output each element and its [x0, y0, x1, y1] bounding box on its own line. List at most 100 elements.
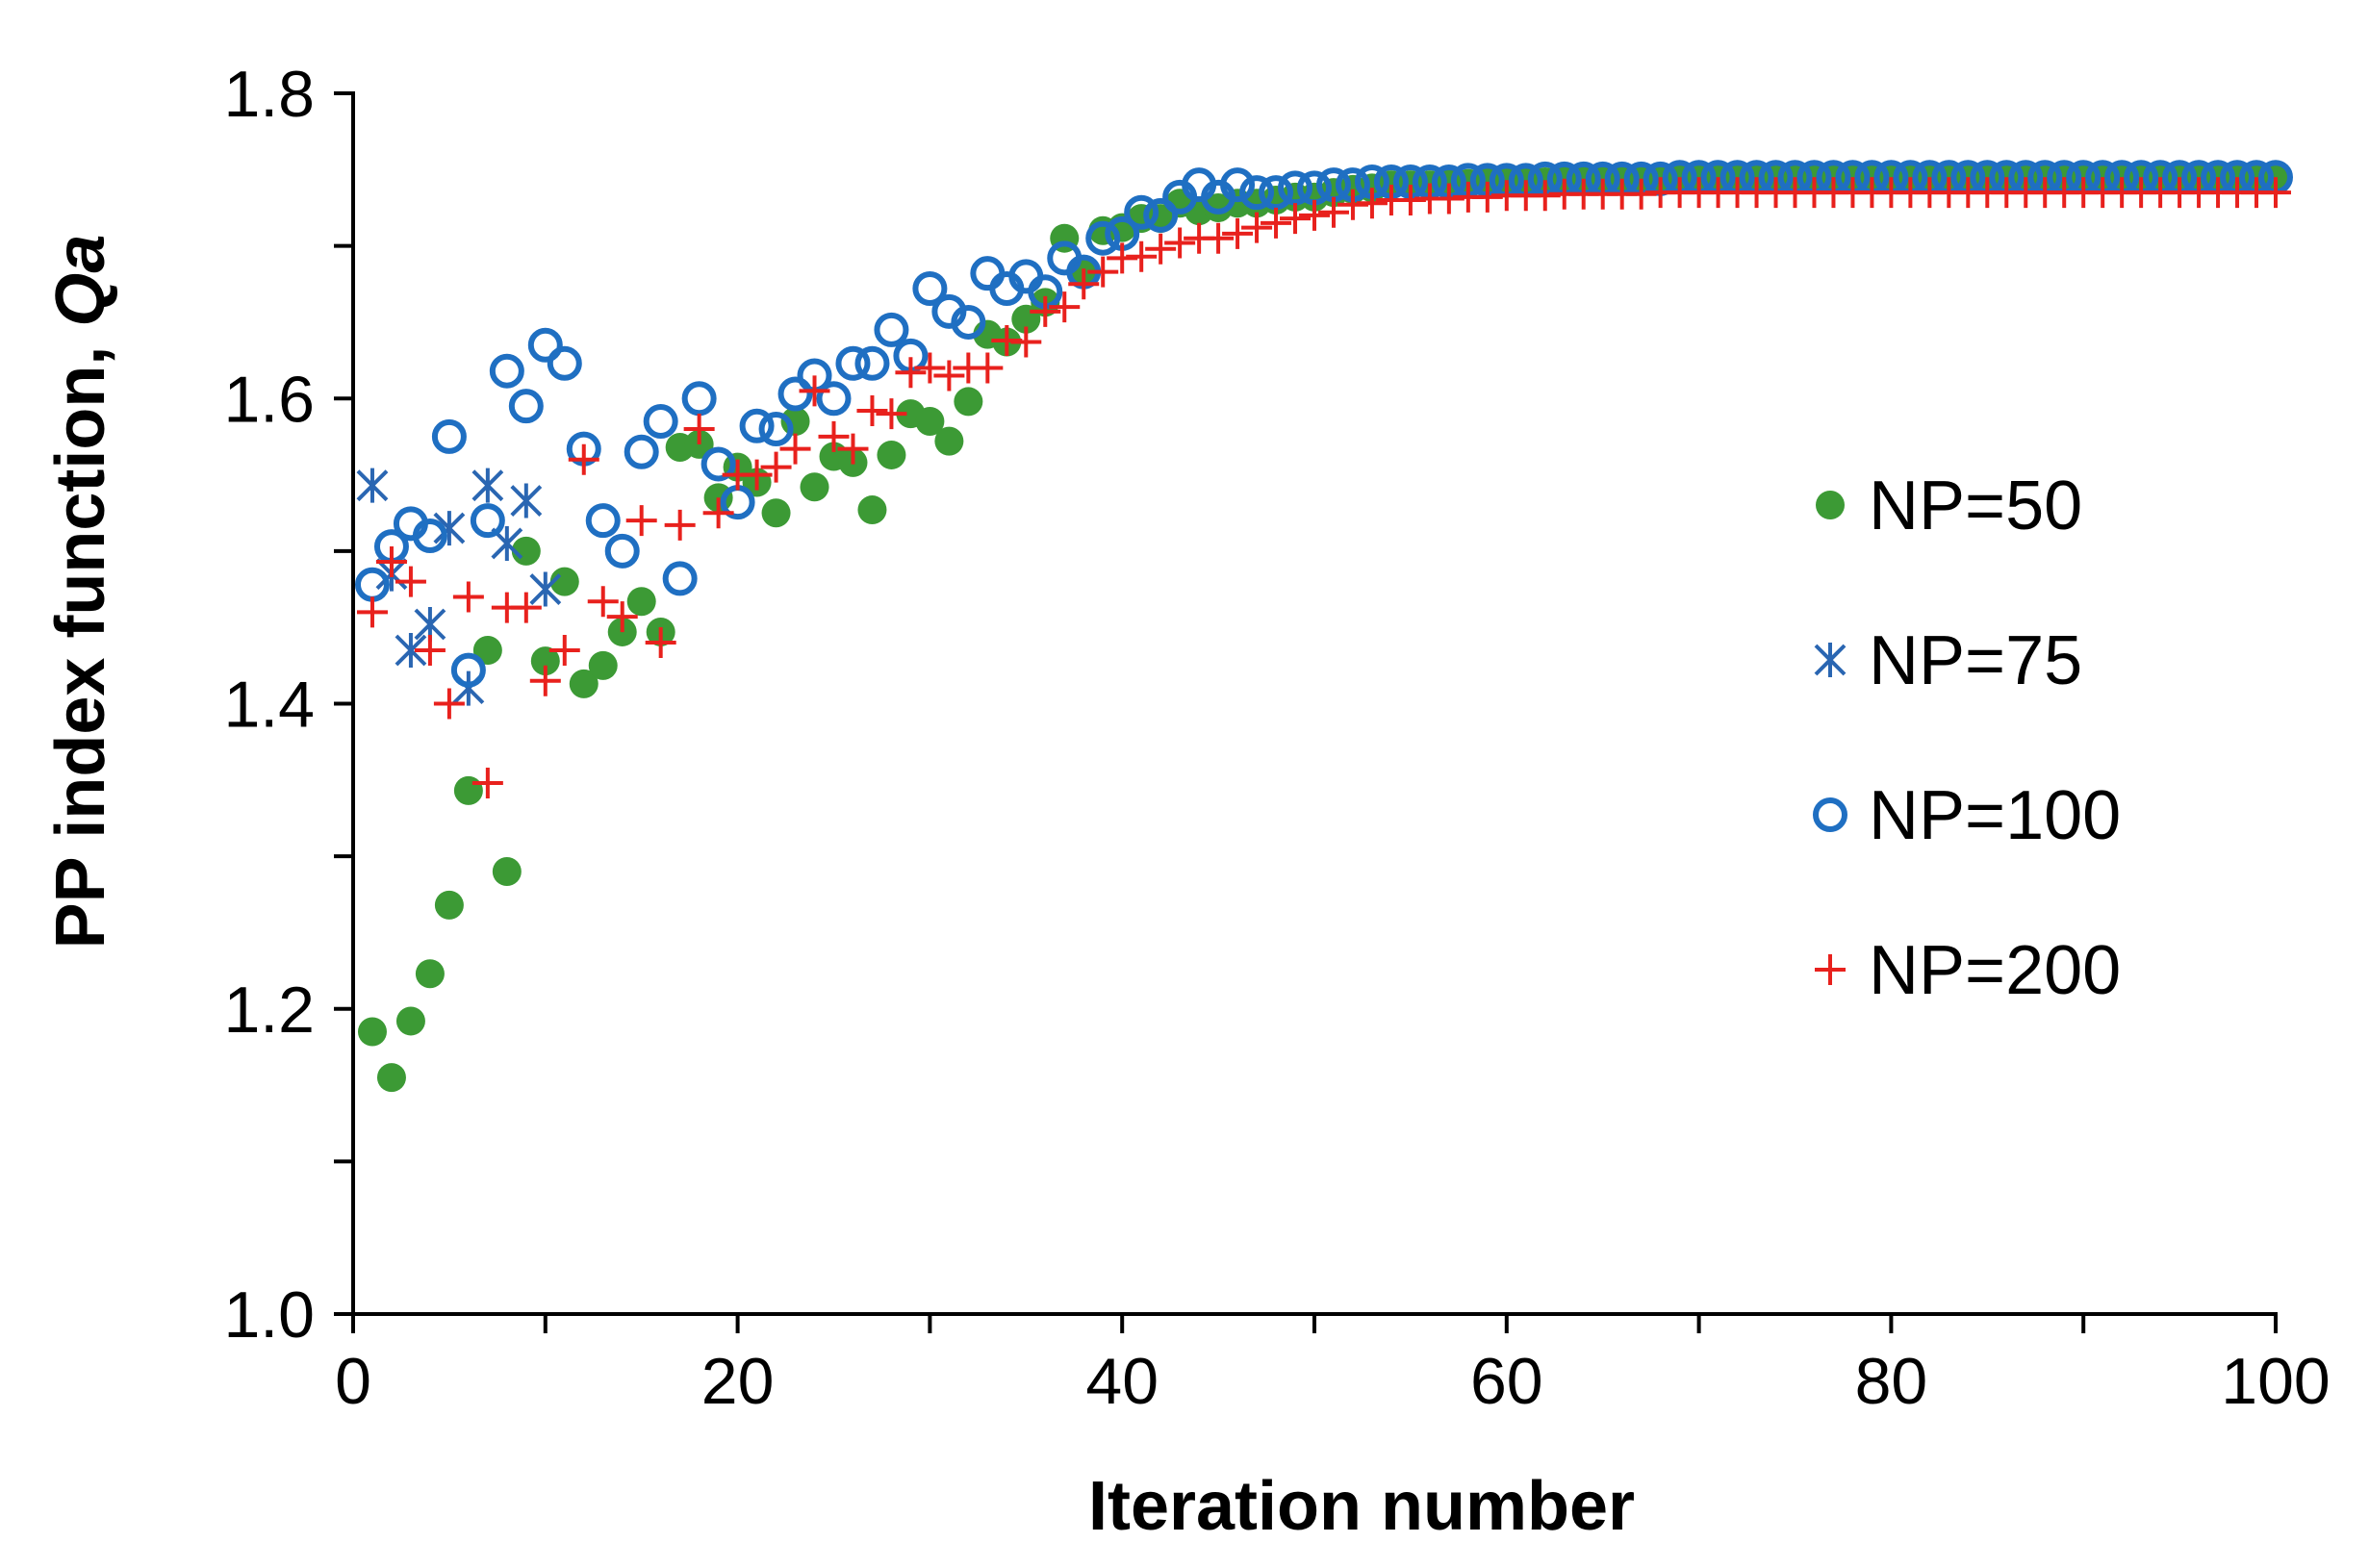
y-axis-title-text: PP index function,	[42, 327, 119, 949]
data-point	[1356, 188, 1388, 219]
data-point	[412, 518, 447, 554]
data-point	[356, 596, 388, 628]
data-point	[624, 434, 659, 469]
x-axis-title: Iteration number	[1088, 1468, 1635, 1545]
data-point	[471, 468, 504, 503]
data-point	[1124, 194, 1159, 230]
data-point	[356, 468, 389, 503]
data-point	[1222, 217, 1254, 249]
data-point	[549, 567, 579, 596]
data-point	[1049, 291, 1081, 323]
y-tick-label: 1.8	[223, 58, 315, 131]
data-point	[760, 451, 792, 483]
data-point	[376, 1063, 406, 1093]
y-tick-label: 1.4	[223, 669, 315, 742]
data-point	[681, 381, 717, 417]
data-point	[433, 688, 465, 720]
data-point	[1030, 295, 1061, 327]
data-point	[1164, 227, 1196, 259]
data-point	[453, 775, 483, 805]
y-axis-title: PP index function, Qa	[42, 235, 119, 949]
data-point	[816, 381, 852, 417]
data-point	[492, 856, 522, 886]
data-point	[395, 632, 427, 668]
data-point	[1203, 222, 1235, 254]
legend-label: NP=100	[1869, 777, 2121, 854]
data-point	[761, 498, 791, 528]
data-point	[1143, 197, 1179, 233]
data-point	[818, 420, 850, 452]
y-tick-label: 1.0	[223, 1278, 315, 1352]
data-point	[701, 446, 736, 482]
data-point	[604, 533, 640, 569]
data-point	[739, 408, 775, 443]
data-point	[587, 586, 619, 618]
legend-label: NP=75	[1869, 622, 2082, 699]
data-point	[854, 345, 890, 381]
data-point	[915, 407, 945, 437]
x-tick-label: 40	[1085, 1345, 1159, 1418]
data-point	[450, 652, 486, 688]
data-point	[645, 627, 676, 659]
data-point	[912, 271, 948, 307]
data-point	[643, 404, 678, 440]
data-point	[2260, 177, 2291, 209]
data-point	[972, 352, 1004, 384]
x-tick-label: 20	[701, 1345, 775, 1418]
data-point	[1068, 268, 1100, 300]
data-point	[606, 601, 638, 633]
series-np-75	[356, 468, 562, 706]
data-point	[877, 440, 906, 469]
data-point	[779, 433, 811, 465]
data-point	[1010, 326, 1042, 358]
data-point	[1239, 175, 1275, 211]
data-point	[758, 411, 794, 446]
data-point	[800, 472, 829, 502]
data-point	[934, 426, 964, 456]
data-point	[415, 959, 445, 989]
data-point	[1261, 207, 1292, 239]
data-point	[914, 352, 946, 384]
data-point	[530, 646, 560, 676]
data-point	[452, 581, 484, 613]
legend-marker	[1814, 643, 1847, 677]
data-point	[511, 536, 541, 566]
data-point	[585, 503, 621, 539]
data-point	[569, 669, 599, 698]
data-point	[471, 767, 503, 798]
data-point	[662, 561, 698, 596]
data-point	[970, 256, 1006, 291]
data-point	[1220, 167, 1256, 203]
data-point	[472, 635, 502, 665]
data-point	[529, 665, 561, 696]
data-point	[664, 509, 696, 541]
y-axis-title-italic: Qa	[42, 235, 119, 327]
y-tick-label: 1.6	[223, 363, 315, 436]
legend-label: NP=50	[1869, 468, 2082, 544]
data-point	[1085, 220, 1121, 256]
legend-marker	[1816, 491, 1845, 519]
data-point	[1145, 233, 1177, 265]
data-point	[1299, 199, 1330, 231]
data-point	[548, 634, 580, 666]
data-series	[354, 160, 2293, 1093]
data-point	[527, 327, 563, 363]
data-point	[625, 505, 657, 537]
data-point	[588, 650, 618, 680]
data-point	[835, 345, 871, 381]
data-point	[395, 566, 426, 597]
data-point	[489, 353, 524, 389]
data-point	[470, 503, 505, 539]
data-point	[874, 312, 909, 347]
data-point	[1317, 196, 1349, 228]
data-point	[1259, 175, 1294, 211]
data-point	[777, 376, 813, 412]
data-point	[510, 483, 543, 518]
data-point	[837, 433, 869, 465]
legend-marker	[1813, 797, 1847, 832]
data-point	[529, 571, 562, 607]
data-point	[857, 495, 887, 525]
data-point	[1280, 203, 1312, 235]
